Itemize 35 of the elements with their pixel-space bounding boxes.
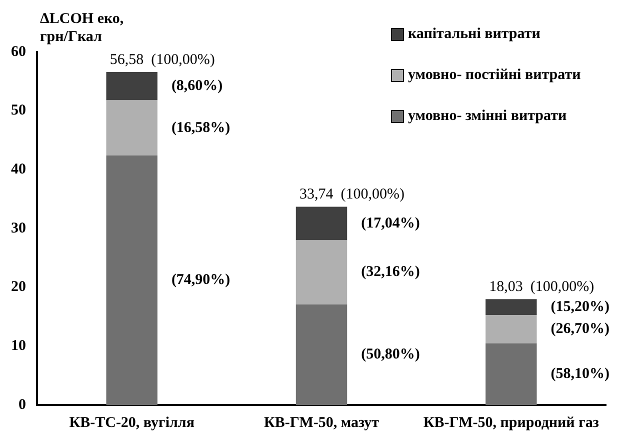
legend-label: умовно- змінні витрати <box>408 108 567 125</box>
bar <box>486 343 537 405</box>
y-tick-label: 30 <box>11 220 26 236</box>
y-tick-label: 50 <box>11 102 26 119</box>
bar <box>296 206 348 240</box>
annotation: (15,20%) <box>550 298 610 315</box>
annotation: (58,10%) <box>550 366 610 382</box>
x-tick-label: КВ-ГМ-50, природний газ <box>423 414 599 431</box>
bar <box>106 100 158 156</box>
bar <box>106 156 158 405</box>
bar <box>296 240 348 304</box>
annotation: (32,16%) <box>361 264 420 280</box>
legend-label: умовно- постійні витрати <box>408 67 581 84</box>
annotation: (74,90%) <box>171 272 230 288</box>
total-label: 18,03 (100,00%) <box>489 279 594 296</box>
annotation: (26,70%) <box>550 320 610 337</box>
bar <box>106 72 158 100</box>
y-tick-label: 0 <box>18 396 26 413</box>
legend-label: капітальні витрати <box>408 26 540 43</box>
y-tick-label: 60 <box>11 44 26 60</box>
y-tick-label: 20 <box>11 279 26 296</box>
bar <box>486 299 537 315</box>
total-label: 33,74 (100,00%) <box>300 186 404 203</box>
x-tick-label: КВ-ГМ-50, мазут <box>264 414 380 431</box>
annotation: (8,60%) <box>171 78 223 94</box>
annotation: (50,80%) <box>361 346 420 363</box>
bar <box>296 304 348 405</box>
annotation: (17,04%) <box>361 215 420 232</box>
y-axis-title: ΔLCOH еко, грн/Гкал <box>40 10 125 46</box>
y-tick-label: 10 <box>11 338 26 354</box>
bar <box>486 314 537 344</box>
x-tick-label: КВ-ТС-20, вугілля <box>69 414 194 431</box>
total-label: 56,58 (100,00%) <box>110 52 215 68</box>
y-tick-label: 40 <box>11 162 26 178</box>
annotation: (16,58%) <box>171 120 230 136</box>
